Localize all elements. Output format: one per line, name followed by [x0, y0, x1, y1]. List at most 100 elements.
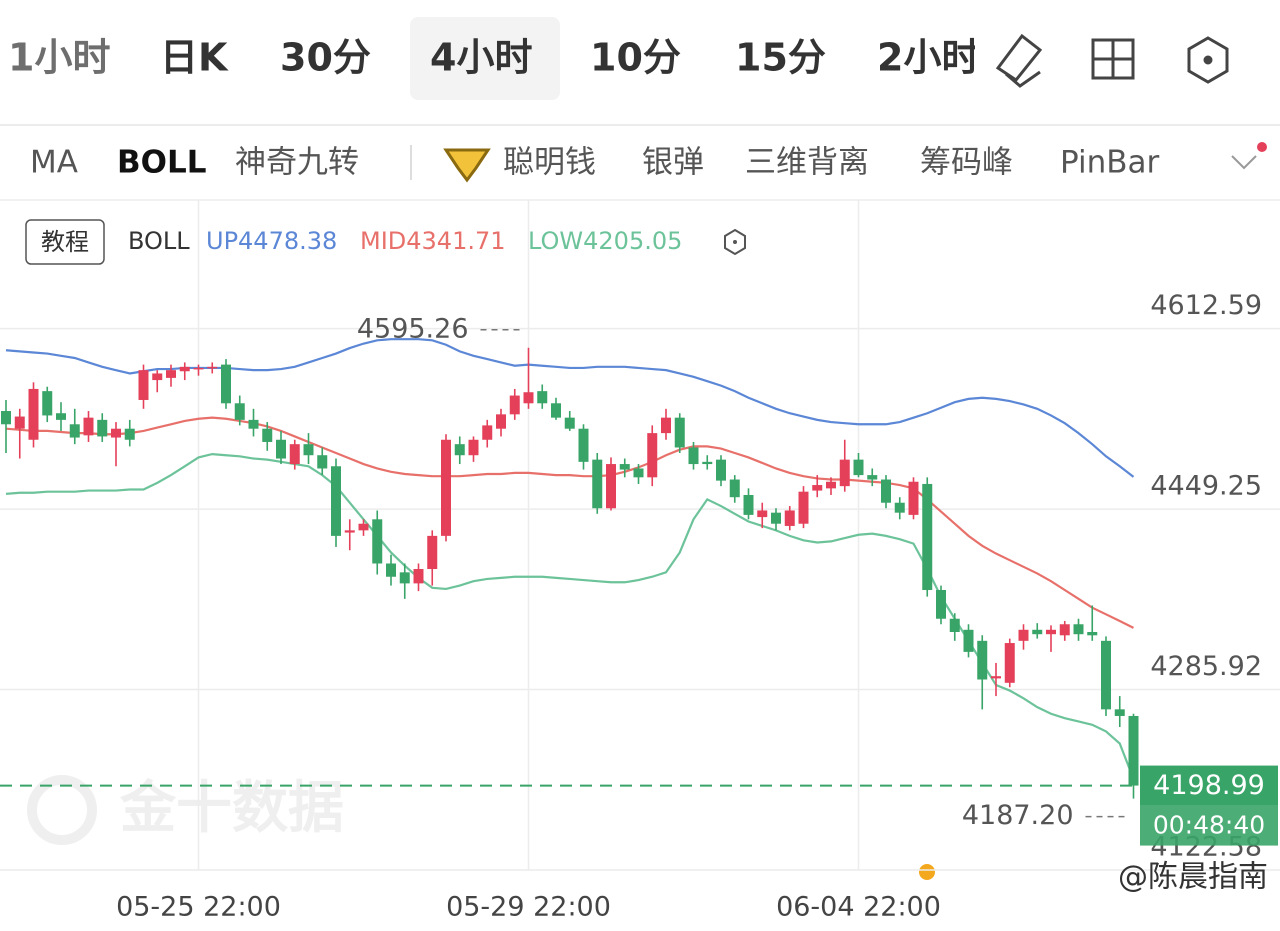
active-tab-bg — [410, 17, 560, 100]
indicator-tab[interactable]: 三维背离 — [745, 145, 869, 181]
notice-dot — [1257, 142, 1267, 152]
last-price-label: 4198.99 — [1153, 770, 1265, 801]
candle-body — [14, 416, 25, 429]
candle-body — [138, 370, 149, 400]
event-dot[interactable] — [919, 864, 935, 880]
candle-body — [537, 391, 548, 404]
watermark-logo — [27, 775, 97, 845]
candle-body — [42, 391, 53, 416]
timeframe-tab[interactable]: 30分 — [280, 36, 371, 80]
indicator-tab[interactable]: PinBar — [1060, 145, 1160, 181]
candle-body — [647, 433, 658, 478]
candle-body — [784, 510, 795, 526]
candle-body — [193, 367, 204, 370]
candle-body — [413, 569, 424, 584]
candle-body — [427, 535, 438, 570]
candle-body — [111, 428, 121, 438]
candle-body — [221, 364, 231, 404]
candle-body — [743, 494, 754, 515]
candle-body — [716, 459, 726, 481]
indicator-tabs: MA BOLL 神奇九转 聪明钱 银弹 三维背离 筹码峰 PinBar — [30, 145, 1160, 181]
candle-body — [1059, 624, 1070, 636]
candle-body — [674, 417, 685, 448]
indicator-tab[interactable]: BOLL — [117, 145, 207, 181]
candle-body — [262, 428, 273, 442]
candle-body — [482, 425, 493, 440]
candle-body — [303, 444, 314, 456]
candle-body — [344, 530, 355, 533]
indicator-tab[interactable]: 银弹 — [642, 145, 704, 181]
candle-body — [1101, 640, 1111, 710]
candle-body — [358, 523, 369, 531]
candle-body — [922, 483, 933, 591]
candle-body — [1114, 709, 1125, 716]
candle-body — [152, 373, 163, 381]
candle-body — [991, 676, 1001, 679]
tutorial-box[interactable] — [25, 219, 105, 265]
candle-body — [1, 411, 11, 425]
candle-body — [578, 428, 589, 462]
candle-body — [56, 413, 66, 420]
indicator-name: BOLL — [128, 227, 190, 255]
credit: @陈晨指南 — [1118, 860, 1268, 895]
timeframe-tab[interactable]: 4小时 — [430, 36, 532, 80]
draw-icon[interactable] — [995, 33, 1043, 88]
candle-body — [179, 366, 190, 372]
candle-body — [317, 455, 328, 469]
candle-body — [372, 519, 383, 564]
candle-body — [1087, 631, 1098, 636]
candle-body — [798, 491, 809, 524]
chevron[interactable] — [1231, 155, 1257, 170]
settings-icon[interactable] — [1187, 36, 1229, 84]
candle-body — [564, 417, 575, 429]
legend-entry: LOW4205.05 — [528, 227, 682, 255]
indicator-tab[interactable]: 神奇九转 — [235, 145, 359, 181]
candle-body — [207, 366, 218, 369]
x-tick-label: 05-25 22:00 — [116, 892, 281, 923]
candle-body — [468, 439, 479, 456]
indicator-tab[interactable]: 聪明钱 — [503, 145, 596, 181]
candle-body — [839, 459, 850, 487]
candle-body — [386, 563, 396, 577]
timeframe-tab[interactable]: 1小时 — [8, 36, 110, 80]
x-tick-label: 05-29 22:00 — [446, 892, 611, 923]
indicator-tab[interactable]: MA — [30, 145, 78, 181]
x-tick-label: 06-04 22:00 — [776, 892, 941, 923]
candle-body — [633, 468, 644, 478]
candle-body — [454, 444, 465, 456]
timeframe-tab[interactable]: 日K — [160, 36, 229, 80]
candle-body — [757, 510, 768, 518]
candle-body — [702, 461, 713, 465]
candle-body — [551, 403, 561, 418]
candle-body — [853, 459, 864, 476]
candle-body — [826, 481, 836, 489]
layout-icon-lines — [1093, 40, 1133, 78]
candle-body — [69, 424, 80, 438]
legend-entry: MID4341.71 — [360, 227, 506, 255]
candle-body — [1004, 643, 1015, 683]
boll-settings-icon[interactable] — [724, 228, 746, 256]
settings-dot — [1203, 55, 1213, 65]
candle-body — [771, 512, 781, 524]
candle-body — [1046, 629, 1056, 635]
candle-body — [729, 479, 740, 498]
timeframe-tab[interactable]: 2小时 — [877, 36, 979, 80]
indicator-tab[interactable]: 筹码峰 — [920, 145, 1013, 181]
candle-body — [867, 475, 878, 480]
timeframe-tab[interactable]: 10分 — [590, 36, 681, 80]
candle-body — [83, 417, 94, 436]
min-marker-label: 4187.20 — [962, 800, 1074, 831]
candle-body — [166, 370, 176, 378]
y-tick-label: 4612.59 — [1150, 290, 1262, 321]
candle-body — [812, 485, 823, 491]
candle-body — [28, 388, 39, 440]
candle-body — [331, 466, 341, 536]
candle-body — [523, 392, 534, 404]
candle-body — [441, 439, 451, 536]
candle-body — [276, 439, 286, 459]
timeframe-tab[interactable]: 15分 — [735, 36, 826, 80]
timeframe-tabs: 1小时 日K 30分 4小时 10分 15分 2小时 — [8, 36, 979, 80]
toolbar-icons — [995, 33, 1229, 88]
